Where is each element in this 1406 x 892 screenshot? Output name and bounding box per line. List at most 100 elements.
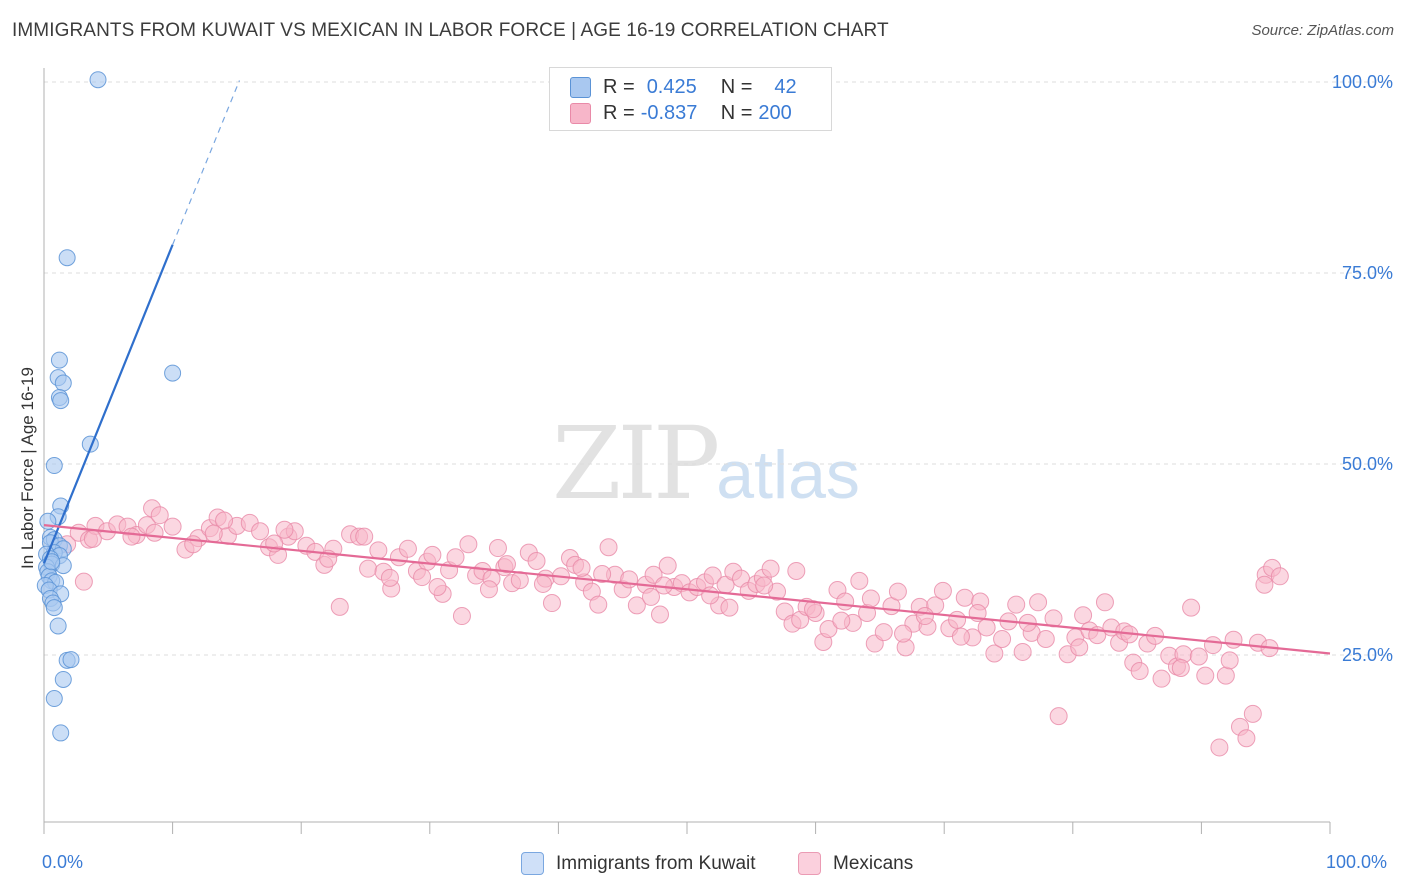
mexicans-point [888, 582, 907, 601]
mexicans-point [1216, 666, 1235, 685]
mexicans-points [58, 499, 1289, 757]
mexicans-point [1203, 636, 1222, 655]
legend-n-label: N = [720, 75, 753, 98]
mexicans-point [977, 618, 996, 637]
mexicans-point [787, 561, 806, 580]
legend-item-mexicans[interactable]: Mexicans [798, 852, 913, 875]
series-legend: Immigrants from Kuwait Mexicans [0, 852, 1406, 878]
x-tick-label-min: 0.0% [42, 852, 84, 872]
mexicans-point [593, 565, 612, 584]
gridlines [44, 81, 1395, 656]
legend-r-value: -0.837 [640, 101, 698, 124]
kuwait-point [62, 651, 80, 669]
kuwait-point [164, 364, 182, 382]
mexicans-point [1049, 707, 1068, 726]
mexicans-point [627, 596, 646, 615]
y-tick-labels: 25.0% 50.0% 75.0% 100.0% [1332, 72, 1393, 665]
mexicans-point [488, 539, 507, 558]
mexicans-point [1152, 669, 1171, 688]
mexicans-point [933, 581, 952, 600]
mexicans-point [398, 539, 417, 558]
mexicans-point [150, 506, 169, 525]
mexicans-point [836, 592, 855, 611]
legend-n-label: N = [720, 101, 753, 124]
y-tick-label: 25.0% [1342, 645, 1393, 665]
mexicans-point [527, 552, 546, 571]
mexicans-point [1220, 651, 1239, 670]
mexicans-point [1243, 704, 1262, 723]
mexicans-point [355, 527, 374, 546]
legend-label-mexicans: Mexicans [833, 852, 914, 874]
mexicans-point [755, 576, 774, 595]
mexicans-point [832, 611, 851, 630]
mexicans-point [145, 523, 164, 542]
mexicans-point [275, 520, 294, 539]
y-axis-label: In Labor Force | Age 16-19 [18, 367, 37, 569]
mexicans-point [985, 644, 1004, 663]
mexicans-point [83, 529, 102, 548]
kuwait-point [54, 374, 72, 392]
kuwait-point [45, 457, 63, 475]
mexicans-point [251, 522, 270, 541]
mexicans-point [122, 527, 141, 546]
kuwait-point [50, 351, 68, 369]
kuwait-points [36, 71, 182, 742]
mexicans-point [1196, 666, 1215, 685]
y-tick-label: 50.0% [1342, 454, 1393, 474]
mexicans-point [497, 555, 516, 574]
legend-n-value: 200 [758, 101, 792, 124]
y-tick-label: 75.0% [1342, 263, 1393, 283]
mexicans-point [1070, 638, 1089, 657]
legend-n-value: 42 [774, 75, 797, 98]
mexicans-point [915, 607, 934, 626]
mexicans-point [533, 574, 552, 593]
legend-swatch-kuwait [570, 76, 591, 98]
kuwait-trend-extension [172, 80, 241, 245]
legend-row-kuwait: R = 0.425 N = 42 [570, 74, 797, 100]
axes [43, 68, 1331, 834]
mexicans-point [572, 558, 591, 577]
legend-swatch-mexicans [570, 102, 591, 124]
mexicans-point [413, 568, 432, 587]
mexicans-point [459, 535, 478, 554]
mexicans-trend-line [43, 524, 1331, 655]
mexicans-point [1130, 662, 1149, 681]
mexicans-point [589, 595, 608, 614]
mexicans-point [874, 623, 893, 642]
trend-lines [42, 80, 1331, 655]
legend-item-kuwait[interactable]: Immigrants from Kuwait [521, 852, 756, 875]
mexicans-point [1095, 593, 1114, 612]
mexicans-point [1029, 593, 1048, 612]
kuwait-trend-line [42, 244, 174, 564]
mexicans-point [620, 570, 639, 589]
mexicans-point [819, 620, 838, 639]
mexicans-point [380, 568, 399, 587]
mexicans-point [1007, 595, 1026, 614]
mexicans-point [1210, 738, 1229, 757]
kuwait-point [58, 249, 76, 267]
x-tick-label-max: 100.0% [1326, 852, 1388, 872]
mexicans-point [658, 556, 677, 575]
kuwait-point [54, 670, 72, 688]
mexicans-point [359, 559, 378, 578]
legend-label-kuwait: Immigrants from Kuwait [556, 852, 756, 874]
mexicans-point [163, 517, 182, 536]
mexicans-point [452, 607, 471, 626]
mexicans-point [761, 559, 780, 578]
source-credit: Source: ZipAtlas.com [1251, 22, 1394, 39]
mexicans-point [1189, 647, 1208, 666]
legend-row-mexicans: R = -0.837 N = 200 [570, 100, 792, 126]
mexicans-point [428, 578, 447, 597]
kuwait-point [52, 392, 70, 410]
mexicans-point [1182, 598, 1201, 617]
mexicans-point [1255, 575, 1274, 594]
mexicans-point [423, 545, 442, 564]
kuwait-point [89, 71, 107, 89]
mexicans-point [1013, 642, 1032, 661]
mexicans-point [804, 600, 823, 619]
mexicans-point [1036, 629, 1055, 648]
mexicans-point [720, 598, 739, 617]
mexicans-point [215, 511, 234, 530]
mexicans-point [993, 629, 1012, 648]
mexicans-point [948, 610, 967, 629]
